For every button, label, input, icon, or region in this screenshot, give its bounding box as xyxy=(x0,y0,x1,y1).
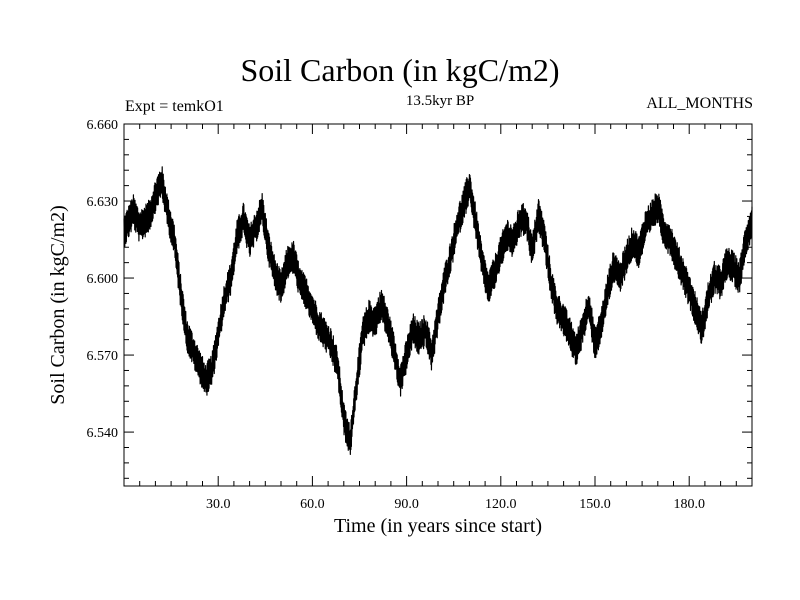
period-label: 13.5kyr BP xyxy=(405,93,475,109)
y-ticks: 6.540 6.570 6.600 6.630 6.660 xyxy=(87,118,752,479)
x-tick-label: 30.0 xyxy=(206,497,231,512)
y-tick-label: 6.570 xyxy=(87,349,119,364)
x-tick-label: 150.0 xyxy=(579,497,611,512)
x-tick-label: 180.0 xyxy=(673,497,705,512)
y-axis-title: Soil Carbon (in kgC/m2) xyxy=(47,205,69,404)
y-tick-label: 6.630 xyxy=(87,195,119,210)
chart-title: Soil Carbon (in kgC/m2) xyxy=(240,52,560,88)
x-ticks: 30.0 60.0 90.0 120.0 150.0 180.0 xyxy=(123,124,753,512)
months-label: ALL_MONTHS xyxy=(646,95,753,112)
series-line-soil-carbon xyxy=(123,166,753,456)
y-tick-label: 6.540 xyxy=(87,426,119,441)
x-tick-label: 120.0 xyxy=(485,497,517,512)
x-tick-label: 60.0 xyxy=(300,497,325,512)
y-tick-label: 6.600 xyxy=(87,272,119,287)
y-tick-label: 6.660 xyxy=(87,118,119,133)
x-tick-label: 90.0 xyxy=(394,497,419,512)
x-axis-title: Time (in years since start) xyxy=(334,515,542,537)
experiment-label: Expt = temkO1 xyxy=(125,98,224,115)
series-group xyxy=(123,166,753,456)
